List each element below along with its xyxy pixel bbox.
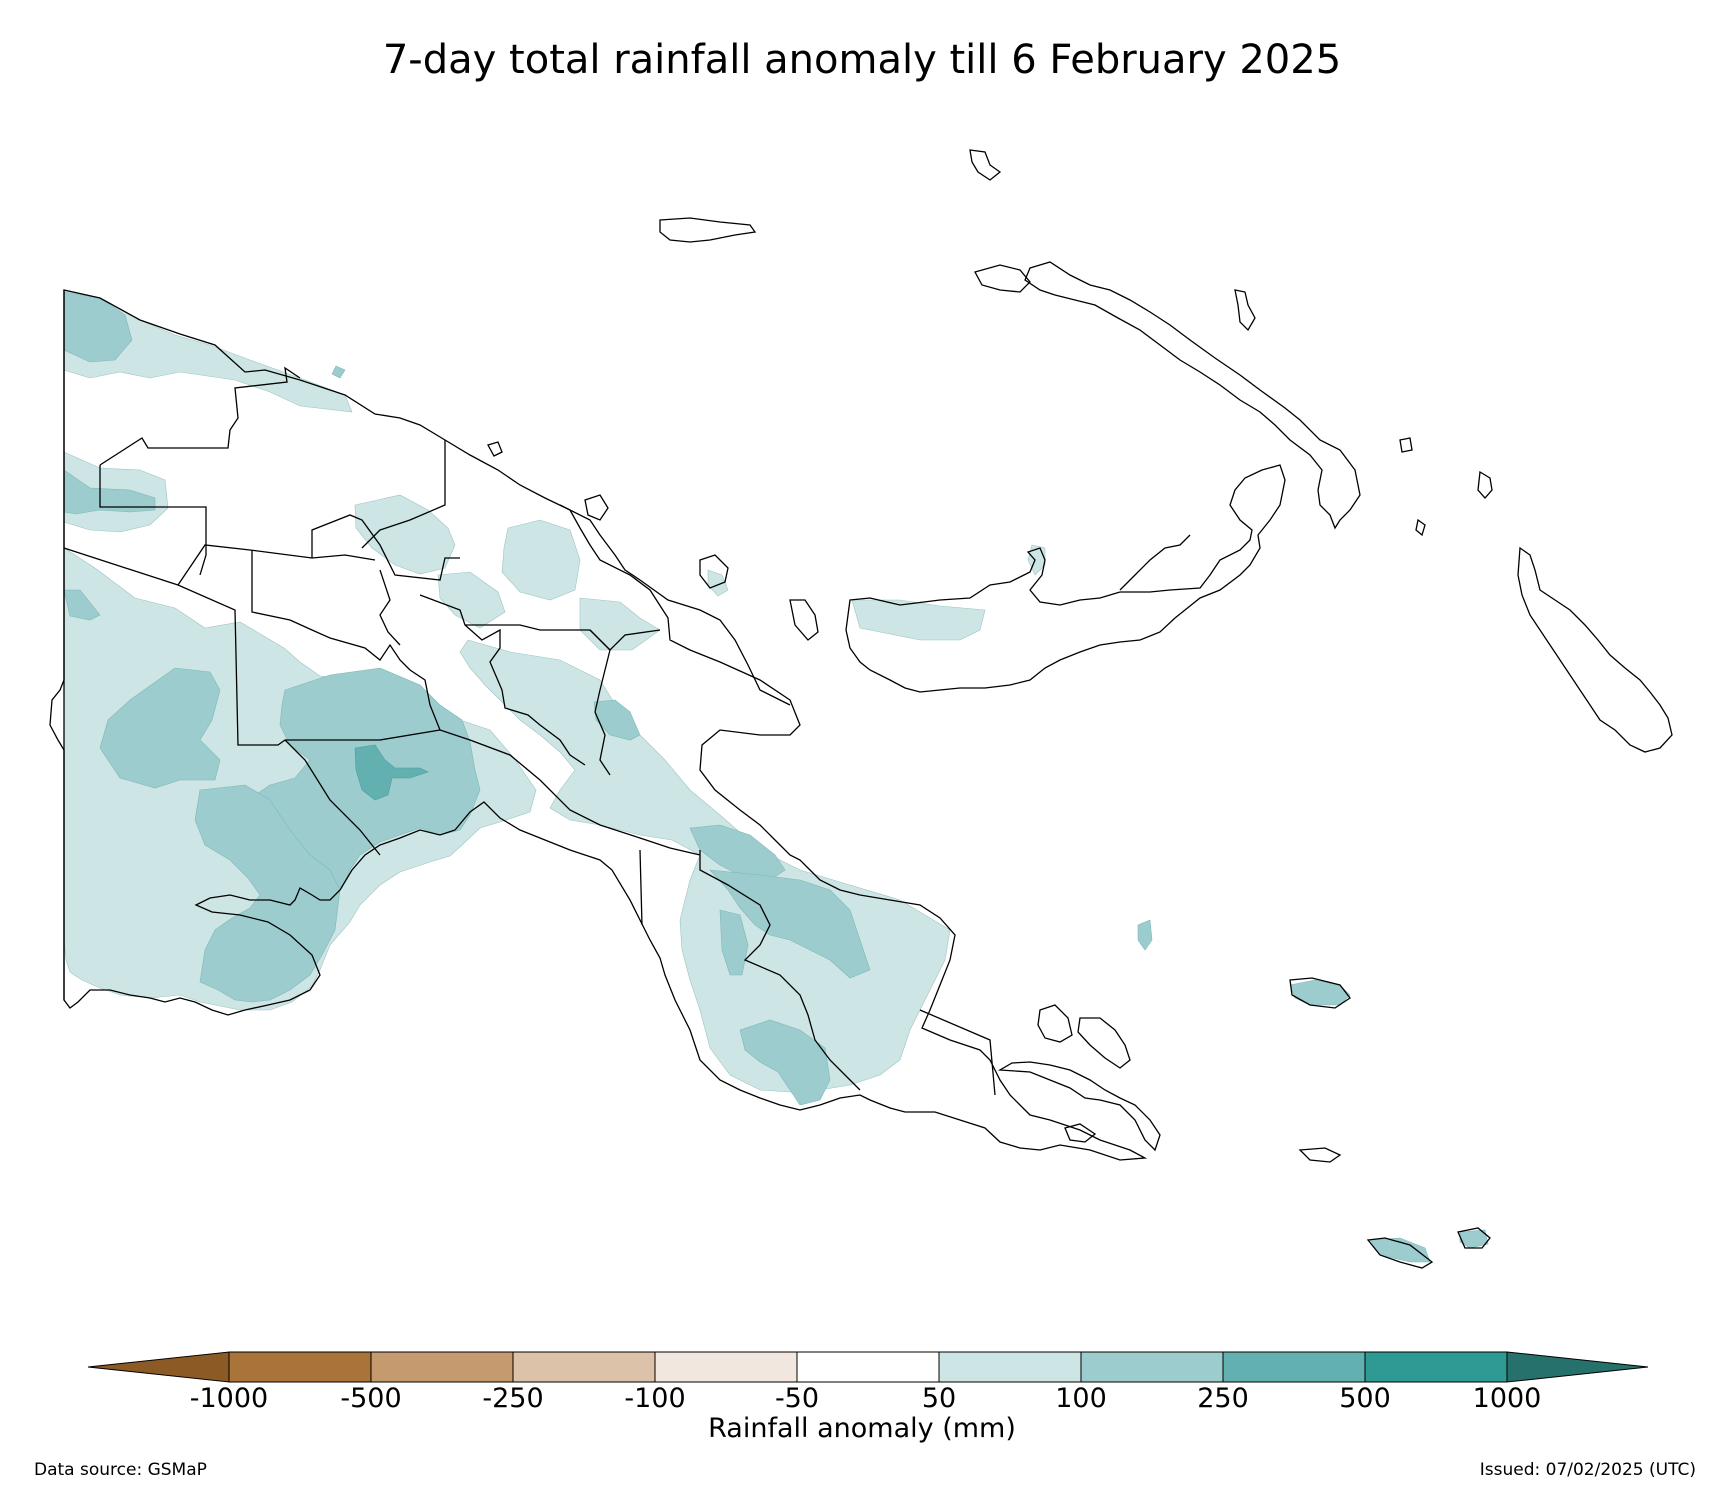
colorbar-tick-label: 500 <box>1339 1383 1391 1414</box>
colorbar-tick-label: -1000 <box>189 1383 269 1414</box>
colorbar-label: Rainfall anomaly (mm) <box>708 1413 1016 1444</box>
colorbar-extend-high <box>1506 1351 1649 1383</box>
colorbar-segment <box>796 1351 940 1383</box>
colorbar-tick-label: 50 <box>921 1383 957 1414</box>
colorbar-segment <box>1222 1351 1366 1383</box>
colorbar-segment <box>654 1351 798 1383</box>
colorbar-segment <box>1080 1351 1224 1383</box>
colorbar-tick-label: 1000 <box>1472 1383 1542 1414</box>
colorbar-segment <box>512 1351 656 1383</box>
colorbar-segment <box>1364 1351 1508 1383</box>
map-title: 7-day total rainfall anomaly till 6 Febr… <box>382 37 1342 83</box>
colorbar-tick-label: 250 <box>1197 1383 1249 1414</box>
colorbar-segment <box>370 1351 514 1383</box>
colorbar-tick-label: -500 <box>340 1383 402 1414</box>
colorbar-tick-label: -100 <box>624 1383 686 1414</box>
colorbar-tick-label: -50 <box>774 1383 820 1414</box>
coastline-and-borders <box>49 149 1673 1269</box>
data-source-note: Data source: GSMaP <box>34 1460 207 1480</box>
issued-date-note: Issued: 07/02/2025 (UTC) <box>1479 1460 1696 1480</box>
colorbar-extend-low <box>87 1351 230 1383</box>
colorbar-tick-label: -250 <box>482 1383 544 1414</box>
colorbar-segment <box>938 1351 1082 1383</box>
colorbar-segment <box>228 1351 372 1383</box>
anomaly-shading-250-500 <box>354 744 429 801</box>
colorbar-tick-label: 100 <box>1055 1383 1107 1414</box>
